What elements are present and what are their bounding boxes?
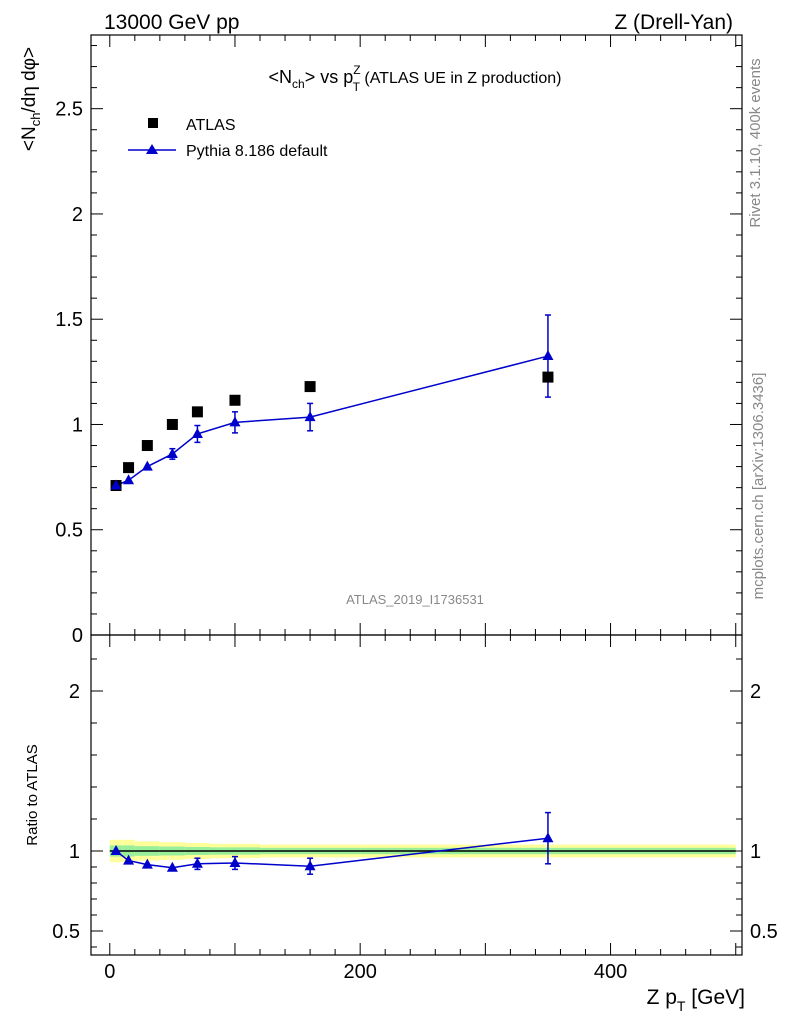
pythia-line bbox=[115, 355, 549, 487]
pythia-point bbox=[191, 427, 203, 438]
ratio-axis-ticks bbox=[91, 635, 742, 955]
ratio-pythia-point bbox=[166, 861, 178, 872]
pythia-point bbox=[141, 460, 153, 471]
x-tick-label: 200 bbox=[343, 961, 376, 983]
x-axis-label: Z pT [GeV] bbox=[647, 986, 745, 1014]
main-y-tick-label: 0 bbox=[72, 625, 83, 647]
ratio-y-tick-label-right: 0.5 bbox=[750, 921, 778, 943]
legend-label-atlas: ATLAS bbox=[186, 117, 236, 134]
ratio-y-tick-labels: 0.5 0.5 1 1 2 2 bbox=[52, 681, 778, 943]
main-y-tick-label: 1.5 bbox=[55, 309, 83, 331]
ratio-pythia-point bbox=[110, 845, 122, 855]
ratio-frame bbox=[90, 634, 743, 956]
ratio-pythia-point bbox=[123, 854, 135, 865]
main-y-tick-label: 2 bbox=[72, 204, 83, 226]
pythia-point bbox=[110, 479, 122, 490]
atlas-point bbox=[304, 381, 316, 393]
atlas-point bbox=[166, 418, 178, 430]
header-right: Z (Drell-Yan) bbox=[614, 11, 733, 34]
pythia-point bbox=[542, 350, 554, 361]
atlas-point bbox=[191, 406, 203, 418]
atlas-point bbox=[123, 462, 135, 474]
pythia-point bbox=[304, 411, 316, 422]
main-y-tick-labels: 0.5 1 1.5 2 2.5 0 bbox=[55, 99, 83, 647]
ratio-pythia-point bbox=[229, 857, 241, 867]
main-y-axis-label: <Nch/dη dφ> bbox=[19, 47, 43, 151]
rivet-version-label: Rivet 3.1.10, 400k events bbox=[747, 58, 764, 227]
pythia-point bbox=[123, 474, 135, 485]
x-tick-label: 0 bbox=[104, 961, 115, 983]
main-y-tick-label: 2.5 bbox=[55, 99, 83, 121]
atlas-point bbox=[229, 394, 241, 406]
pythia-point bbox=[229, 416, 241, 427]
ratio-pythia-point bbox=[542, 832, 554, 843]
main-panel: 0.5 1 1.5 2 2.5 0 <Nch> vs pZ T (ATLAS UE in Z… bbox=[19, 34, 743, 647]
ratio-pythia-point bbox=[304, 860, 316, 871]
ratio-pythia-point bbox=[191, 857, 203, 868]
analysis-label: ATLAS_2019_I1736531 bbox=[346, 592, 484, 607]
legend: ATLAS Pythia 8.186 default bbox=[128, 117, 328, 160]
ratio-pythia-point bbox=[141, 858, 153, 869]
legend-label-pythia: Pythia 8.186 default bbox=[186, 143, 328, 160]
ratio-y-tick-label: 2 bbox=[69, 681, 80, 703]
atlas-point bbox=[141, 440, 153, 452]
legend-marker-atlas bbox=[148, 118, 158, 128]
main-axis-ticks bbox=[91, 35, 742, 635]
legend-marker-pythia bbox=[146, 144, 158, 154]
ratio-y-tick-label: 0.5 bbox=[52, 921, 80, 943]
ratio-panel: 0.5 0.5 1 1 2 2 0 200 400 Ratio to ATLAS Z pT [… bbox=[24, 634, 778, 1014]
main-title: <Nch> vs pZ T (ATLAS UE in Z production) bbox=[269, 63, 562, 94]
main-y-tick-label: 0.5 bbox=[55, 520, 83, 542]
ratio-y-tick-label-right: 2 bbox=[750, 681, 761, 703]
ratio-y-tick-label-right: 1 bbox=[750, 841, 761, 863]
ratio-data bbox=[110, 811, 554, 875]
mcplots-label: mcplots.cern.ch [arXiv:1306.3436] bbox=[750, 373, 767, 600]
ratio-x-tick-labels: 0 200 400 bbox=[104, 961, 627, 983]
ratio-y-tick-label: 1 bbox=[69, 841, 80, 863]
pythia-point bbox=[166, 447, 178, 458]
atlas-point bbox=[542, 371, 554, 383]
ratio-y-axis-label: Ratio to ATLAS bbox=[24, 744, 41, 845]
main-y-tick-label: 1 bbox=[72, 414, 83, 436]
main-data bbox=[110, 314, 554, 492]
header-left: 13000 GeV pp bbox=[104, 11, 239, 34]
x-tick-label: 400 bbox=[594, 961, 627, 983]
